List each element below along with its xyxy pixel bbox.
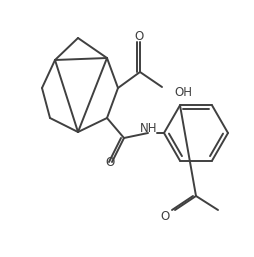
Text: O: O (105, 155, 115, 169)
Text: NH: NH (140, 123, 158, 135)
Text: O: O (160, 209, 170, 223)
Text: OH: OH (174, 87, 192, 99)
Text: O: O (134, 30, 144, 42)
